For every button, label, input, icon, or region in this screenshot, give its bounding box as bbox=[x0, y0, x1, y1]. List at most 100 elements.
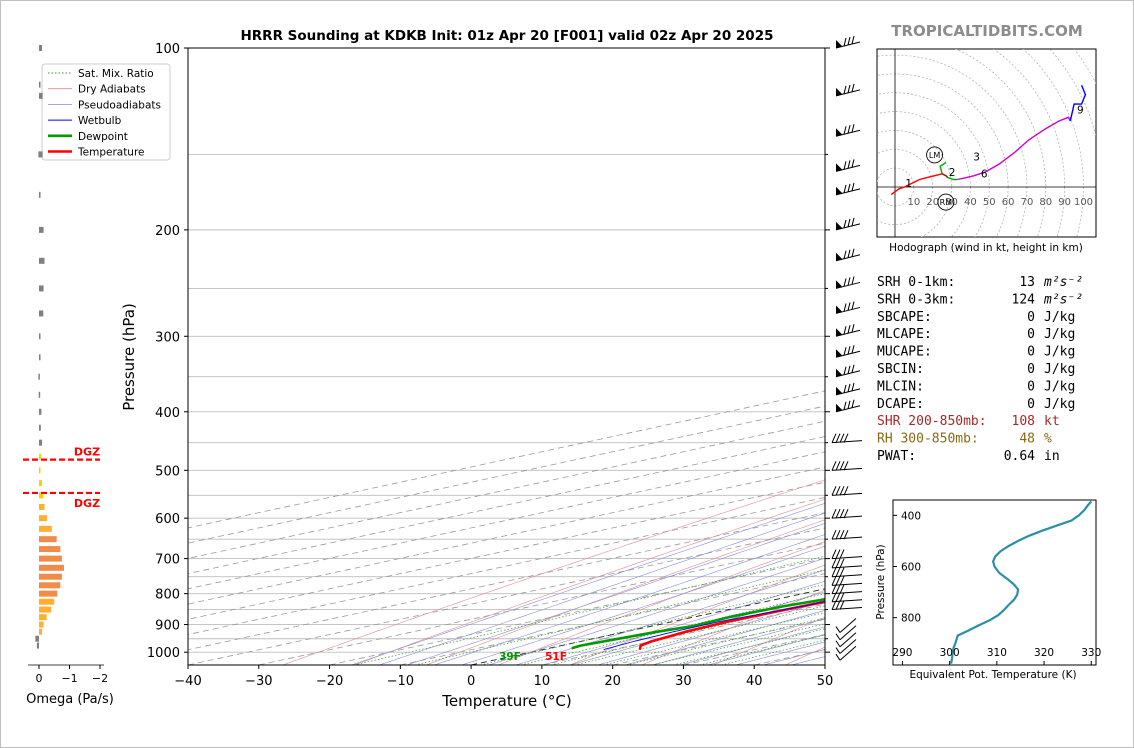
barb-pennant bbox=[836, 349, 842, 358]
hodograph-trace bbox=[957, 116, 1071, 181]
theta-e-x-tick-label: 290 bbox=[892, 647, 912, 659]
wind-barb bbox=[835, 364, 861, 378]
hodograph-height-label: 2 bbox=[949, 167, 956, 179]
barb-flag bbox=[843, 250, 847, 259]
barb-flag bbox=[831, 461, 837, 471]
barb-shaft bbox=[839, 639, 857, 654]
theta-e-xlabel: Equivalent Pot. Temperature (K) bbox=[909, 669, 1076, 681]
barb-flag bbox=[847, 84, 851, 93]
x-tick-label: 20 bbox=[604, 674, 621, 689]
barb-flag bbox=[831, 549, 837, 559]
barb-shaft bbox=[831, 565, 863, 569]
barb-flag bbox=[835, 567, 841, 577]
barb-pennant bbox=[836, 403, 842, 412]
wind-barb bbox=[831, 486, 863, 496]
index-unit: J/kg bbox=[1044, 310, 1075, 325]
pseudoadiabat bbox=[543, 580, 825, 665]
legend-entry: Sat. Mix. Ratio bbox=[78, 68, 154, 80]
barb-flag bbox=[851, 301, 855, 310]
wind-barb bbox=[835, 124, 861, 137]
wind-barb bbox=[831, 600, 863, 611]
x-tick-label: 50 bbox=[817, 674, 834, 689]
index-value: 0 bbox=[1027, 345, 1035, 360]
barb-flag bbox=[843, 126, 847, 135]
barb-flag bbox=[843, 161, 847, 170]
barb-flag bbox=[835, 508, 841, 519]
hodograph-panel: 10 20 30 40 50 60 70 80 90 100 LM RM 1 2 36 9 Hodograph… bbox=[876, 48, 1097, 254]
storm-motion-marker bbox=[937, 193, 955, 211]
barb-flag bbox=[835, 461, 841, 471]
pseudoadiabat bbox=[351, 502, 825, 665]
wind-barb bbox=[835, 83, 861, 97]
barb-shaft bbox=[831, 515, 863, 519]
omega-bar bbox=[39, 564, 65, 571]
barb-flag bbox=[835, 486, 841, 496]
barb-pennant bbox=[836, 40, 842, 48]
barb-shaft bbox=[839, 618, 857, 633]
surface-temperature-label: 51F bbox=[545, 651, 567, 663]
barb-flag bbox=[847, 125, 851, 134]
barb-shaft bbox=[831, 556, 863, 560]
barb-pennant bbox=[836, 221, 842, 230]
barb-flag bbox=[835, 576, 841, 586]
hodograph-ring-label: 30 bbox=[945, 197, 958, 208]
barb-flag bbox=[847, 365, 851, 374]
barb-shaft bbox=[831, 492, 863, 496]
legend-entry: Dewpoint bbox=[78, 131, 128, 143]
index-label: SHR 200-850mb: bbox=[877, 414, 987, 429]
wind-barb bbox=[831, 584, 863, 595]
omega-bar bbox=[39, 536, 57, 543]
omega-bar bbox=[39, 310, 44, 317]
wind-barb bbox=[835, 382, 861, 396]
mixing-ratio-line bbox=[353, 555, 825, 665]
barb-flag bbox=[843, 219, 847, 229]
hodograph-ring-label: 70 bbox=[1021, 197, 1034, 208]
index-unit: in bbox=[1044, 449, 1060, 464]
barb-flag bbox=[839, 600, 845, 610]
omega-bar bbox=[35, 635, 39, 642]
theta-e-line bbox=[950, 500, 1093, 664]
index-value: 0.64 bbox=[1004, 449, 1035, 464]
omega-bar bbox=[39, 92, 43, 99]
barb-flag bbox=[843, 508, 849, 519]
x-tick-label: −40 bbox=[174, 674, 201, 689]
omega-bar bbox=[39, 582, 61, 589]
omega-bar bbox=[39, 555, 62, 562]
barb-flag bbox=[847, 277, 851, 286]
skewt-legend: Sat. Mix. Ratio Dry Adiabats Pseudoadiabat… bbox=[41, 63, 171, 161]
hodograph-trace bbox=[890, 173, 943, 196]
barb-shaft bbox=[831, 607, 863, 611]
omega-tick-label: −1 bbox=[61, 672, 77, 685]
pseudoadiabat bbox=[434, 534, 825, 665]
barb-flag bbox=[851, 276, 855, 285]
mixing-ratio-line bbox=[699, 634, 825, 665]
barb-flag bbox=[851, 324, 855, 333]
theta-e-x-tick-label: 310 bbox=[987, 647, 1007, 659]
index-label: SRH 0-3km: bbox=[877, 292, 955, 307]
x-tick-label: −10 bbox=[387, 674, 414, 689]
index-unit: J/kg bbox=[1044, 397, 1075, 412]
series-wetbulb bbox=[603, 600, 825, 651]
barb-pennant bbox=[836, 163, 842, 172]
hodograph-trace bbox=[947, 176, 958, 181]
omega-bar bbox=[39, 257, 45, 264]
x-tick-label: −20 bbox=[316, 674, 343, 689]
barb-flag bbox=[843, 347, 847, 356]
hodograph-ring-label: 10 bbox=[907, 197, 920, 208]
barb-pennant bbox=[836, 280, 842, 289]
barb-shaft bbox=[831, 599, 863, 603]
wind-barb bbox=[831, 558, 863, 569]
theta-e-y-tick-label: 800 bbox=[901, 613, 921, 625]
omega-bar bbox=[39, 151, 43, 158]
indices-table: SRH 0-1km: 13 m²s⁻² SRH 0-3km: 124 m²s⁻² SBCAP… bbox=[877, 275, 1083, 464]
theta-e-y-tick-label: 400 bbox=[901, 510, 921, 522]
omega-bar bbox=[38, 151, 40, 158]
hodograph-ring-label: 80 bbox=[1039, 197, 1052, 208]
hodograph-height-label: 1 bbox=[905, 178, 912, 190]
omega-bar bbox=[39, 191, 41, 198]
barb-flag bbox=[847, 400, 851, 409]
index-unit: J/kg bbox=[1044, 362, 1075, 377]
hodograph-ring-label: 90 bbox=[1058, 197, 1071, 208]
hodograph-height-label: 9 bbox=[1077, 105, 1084, 117]
